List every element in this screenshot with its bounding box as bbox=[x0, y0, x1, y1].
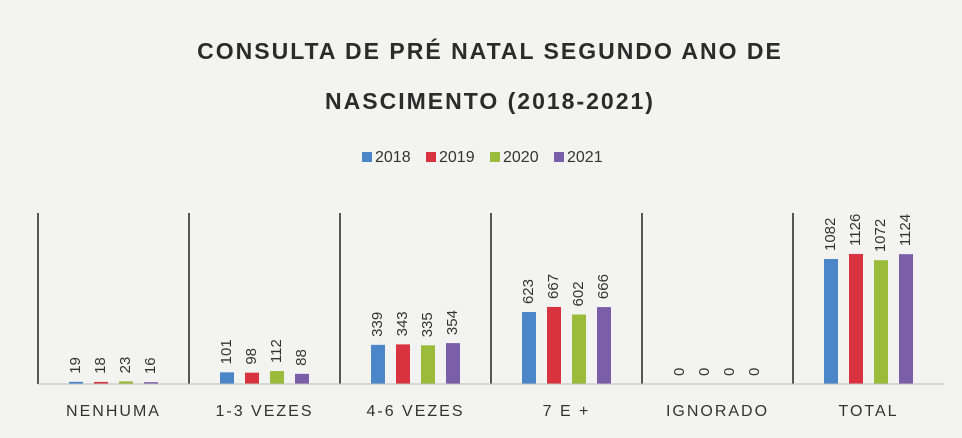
bar bbox=[94, 381, 108, 384]
legend-label: 2019 bbox=[439, 149, 475, 166]
bar bbox=[245, 372, 259, 384]
x-tick-label: IGNORADO bbox=[666, 403, 769, 420]
bar bbox=[144, 382, 158, 384]
data-label: 0 bbox=[671, 368, 688, 376]
bar bbox=[220, 372, 234, 384]
data-label: 19 bbox=[67, 357, 84, 374]
bar bbox=[446, 343, 460, 384]
data-label: 1072 bbox=[872, 219, 889, 252]
data-label: 0 bbox=[696, 368, 713, 376]
legend-swatch bbox=[426, 152, 436, 162]
data-label: 1126 bbox=[847, 214, 864, 246]
bar bbox=[371, 344, 385, 384]
bar bbox=[597, 307, 611, 384]
data-label: 0 bbox=[746, 368, 763, 376]
data-label: 602 bbox=[570, 281, 587, 306]
data-label: 339 bbox=[369, 312, 386, 337]
x-tick-label: 4-6 VEZES bbox=[366, 403, 464, 420]
bar bbox=[295, 373, 309, 384]
bar bbox=[849, 253, 863, 384]
x-tick-label: 1-3 VEZES bbox=[215, 403, 313, 420]
data-label: 335 bbox=[419, 312, 436, 337]
data-label: 112 bbox=[268, 339, 285, 363]
bar bbox=[119, 381, 133, 384]
bar bbox=[874, 260, 888, 384]
data-label: 23 bbox=[117, 357, 134, 374]
legend-swatch bbox=[362, 152, 372, 162]
bar bbox=[899, 254, 913, 384]
x-tick-label: TOTAL bbox=[838, 403, 898, 420]
chart-title: CONSULTA DE PRÉ NATAL SEGUNDO ANO DE NAS… bbox=[197, 38, 783, 114]
x-tick-label: 7 E + bbox=[543, 403, 591, 420]
legend-swatch bbox=[490, 152, 500, 162]
bar bbox=[69, 381, 83, 384]
bar bbox=[396, 344, 410, 384]
data-label: 667 bbox=[545, 274, 562, 299]
data-label: 666 bbox=[595, 274, 612, 299]
bar bbox=[522, 312, 536, 384]
bar bbox=[824, 259, 838, 384]
x-tick-label: NENHUMA bbox=[66, 403, 161, 420]
bar bbox=[421, 345, 435, 384]
data-label: 0 bbox=[721, 368, 738, 376]
legend-label: 2021 bbox=[567, 149, 603, 166]
data-label: 623 bbox=[520, 279, 537, 304]
data-label: 1124 bbox=[897, 214, 914, 246]
data-label: 1082 bbox=[822, 218, 839, 251]
legend-swatch bbox=[554, 152, 564, 162]
data-label: 354 bbox=[444, 310, 461, 335]
legend-label: 2020 bbox=[503, 149, 539, 166]
data-label: 98 bbox=[243, 348, 260, 365]
bar bbox=[572, 314, 586, 384]
data-label: 88 bbox=[293, 349, 310, 366]
data-label: 18 bbox=[92, 357, 109, 374]
bar bbox=[270, 371, 284, 384]
legend-label: 2018 bbox=[375, 149, 411, 166]
data-label: 343 bbox=[394, 311, 411, 336]
data-label: 101 bbox=[218, 339, 235, 364]
data-label: 16 bbox=[142, 357, 159, 374]
bar bbox=[547, 306, 561, 384]
